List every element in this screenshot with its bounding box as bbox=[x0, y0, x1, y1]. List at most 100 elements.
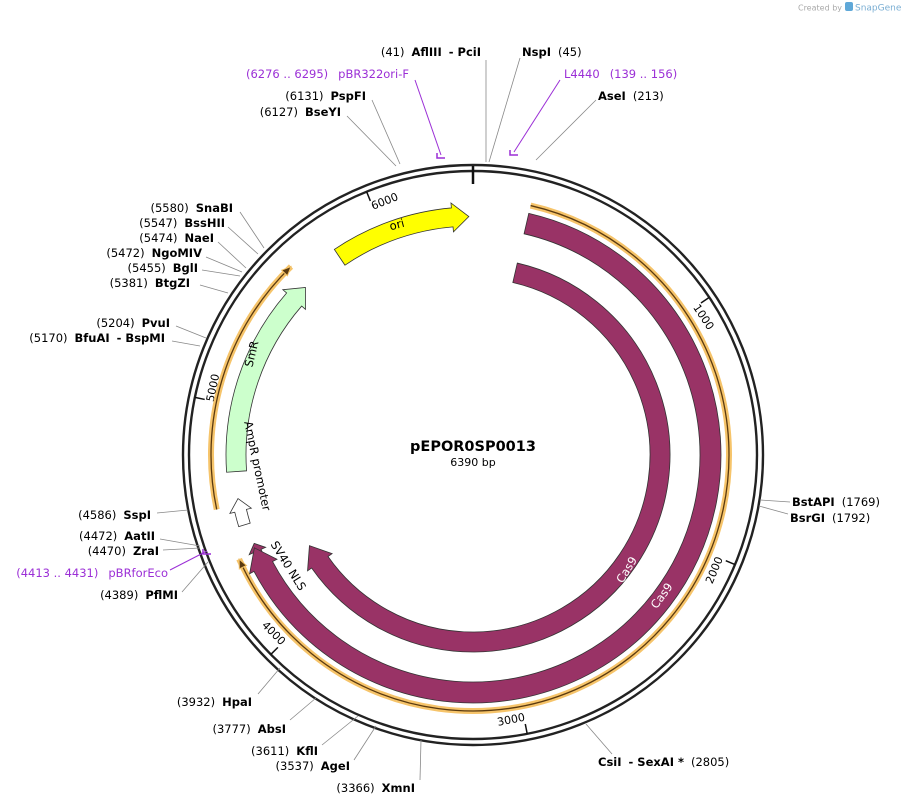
site-position: (6127) bbox=[260, 105, 298, 119]
site-name: BstAPI bbox=[792, 495, 835, 509]
site-connector bbox=[353, 725, 377, 761]
primer-range: (6276 .. 6295) bbox=[246, 67, 328, 81]
primer-label: (6276 .. 6295) pBR322ori-F bbox=[246, 67, 409, 81]
site-name: PspFI bbox=[331, 89, 366, 103]
primer-label: L4440 (139 .. 156) bbox=[564, 67, 677, 81]
site-connector bbox=[171, 340, 201, 347]
primer-range: (4413 .. 4431) bbox=[16, 566, 98, 580]
feature-smr bbox=[225, 286, 306, 473]
tick-label: 6000 bbox=[369, 190, 400, 213]
site-connector bbox=[289, 697, 317, 721]
tick-mark bbox=[194, 396, 205, 401]
binding-track-core bbox=[210, 266, 292, 510]
site-label: (5455) BglI bbox=[128, 261, 198, 275]
site-name: ZraI bbox=[133, 544, 159, 558]
brand-prefix: Created by bbox=[798, 4, 842, 13]
site-also: - PciI bbox=[449, 45, 481, 59]
site-connector bbox=[156, 509, 189, 514]
brand-name: SnapGene bbox=[855, 4, 902, 14]
site-connector bbox=[371, 99, 401, 165]
site-connector bbox=[217, 241, 247, 269]
site-connector bbox=[585, 723, 613, 755]
site-position: (3537) bbox=[276, 759, 314, 773]
site-also: - BspMI bbox=[117, 331, 165, 345]
site-label: (5472) NgoMIV bbox=[106, 246, 202, 260]
brand-icon bbox=[845, 2, 853, 11]
site-connector bbox=[175, 325, 207, 339]
site-position: (2805) bbox=[691, 755, 729, 769]
plasmid-name: pEPOR0SP0013 bbox=[410, 439, 536, 455]
site-label: (5474) NaeI bbox=[139, 231, 214, 245]
site-label: (3537) AgeI bbox=[276, 759, 350, 773]
primer-connector bbox=[513, 79, 561, 153]
site-position: (3366) bbox=[336, 781, 374, 795]
site-name: BsrGI bbox=[790, 511, 825, 525]
site-label: (5170) BfuAI - BspMI bbox=[29, 331, 165, 345]
site-label: AseI (213) bbox=[598, 89, 664, 103]
site-connector bbox=[162, 547, 201, 551]
site-label: BsrGI (1792) bbox=[790, 511, 870, 525]
site-label: (4389) PflMI bbox=[100, 588, 178, 602]
site-connector bbox=[201, 269, 241, 277]
backbone-outer bbox=[181, 163, 765, 747]
site-connector bbox=[159, 538, 201, 547]
feature-label: ori bbox=[388, 216, 406, 233]
tick-mark bbox=[270, 646, 279, 655]
site-name: AflIII bbox=[411, 45, 441, 59]
site-position: (3611) bbox=[251, 744, 289, 758]
site-connector bbox=[346, 115, 397, 167]
site-connector bbox=[227, 226, 259, 255]
site-label: (6127) BseYI bbox=[260, 105, 341, 119]
site-label: NspI (45) bbox=[522, 45, 582, 59]
backbone-inner bbox=[187, 169, 759, 741]
site-name: HpaI bbox=[222, 695, 252, 709]
site-position: (1792) bbox=[832, 511, 870, 525]
site-position: (5472) bbox=[106, 246, 144, 260]
tick-mark bbox=[725, 560, 736, 566]
tick-label: 3000 bbox=[496, 711, 526, 729]
site-name: AseI bbox=[598, 89, 626, 103]
site-label: (3777) AbsI bbox=[212, 722, 286, 736]
site-label: CsiI - SexAI * (2805) bbox=[598, 755, 729, 769]
site-position: (3932) bbox=[177, 695, 215, 709]
site-name: AbsI bbox=[258, 722, 286, 736]
plasmid-length: 6390 bp bbox=[450, 456, 495, 469]
primer-name: pBRforEco bbox=[108, 566, 168, 580]
site-name: BseYI bbox=[305, 105, 341, 119]
site-name: NgoMIV bbox=[152, 246, 202, 260]
site-label: (5580) SnaBI bbox=[150, 201, 233, 215]
primer-connector bbox=[414, 79, 442, 156]
site-position: (4472) bbox=[79, 529, 117, 543]
feature-cas9 bbox=[249, 212, 722, 704]
site-position: (213) bbox=[633, 89, 664, 103]
site-name: PvuI bbox=[142, 316, 170, 330]
primer-range: (139 .. 156) bbox=[610, 67, 678, 81]
site-label: BstAPI (1769) bbox=[792, 495, 880, 509]
feature-ampr-promoter bbox=[229, 497, 253, 528]
site-name: SnaBI bbox=[196, 201, 233, 215]
site-connector bbox=[205, 256, 243, 273]
site-position: (5580) bbox=[150, 201, 188, 215]
site-name: NspI bbox=[522, 45, 551, 59]
site-name: NaeI bbox=[185, 231, 214, 245]
site-position: (41) bbox=[381, 45, 405, 59]
site-label: (3611) KflI bbox=[251, 744, 318, 758]
binding-track-core bbox=[238, 204, 730, 712]
site-name: CsiI bbox=[598, 755, 622, 769]
site-connector bbox=[181, 561, 209, 593]
site-label: (4470) ZraI bbox=[88, 544, 159, 558]
site-connector bbox=[758, 505, 789, 515]
site-connector bbox=[257, 667, 281, 695]
tick-mark bbox=[365, 191, 372, 202]
feature-ori bbox=[333, 202, 470, 266]
feature-label: SmR bbox=[242, 339, 262, 368]
site-name: KflI bbox=[296, 744, 318, 758]
site-position: (4389) bbox=[100, 588, 138, 602]
site-connector bbox=[419, 739, 422, 781]
site-label: (6131) PspFI bbox=[285, 89, 366, 103]
site-position: (6131) bbox=[285, 89, 323, 103]
site-name: BfuAI bbox=[75, 331, 110, 345]
primer-mark bbox=[509, 150, 518, 156]
site-label: (5547) BssHII bbox=[139, 216, 225, 230]
